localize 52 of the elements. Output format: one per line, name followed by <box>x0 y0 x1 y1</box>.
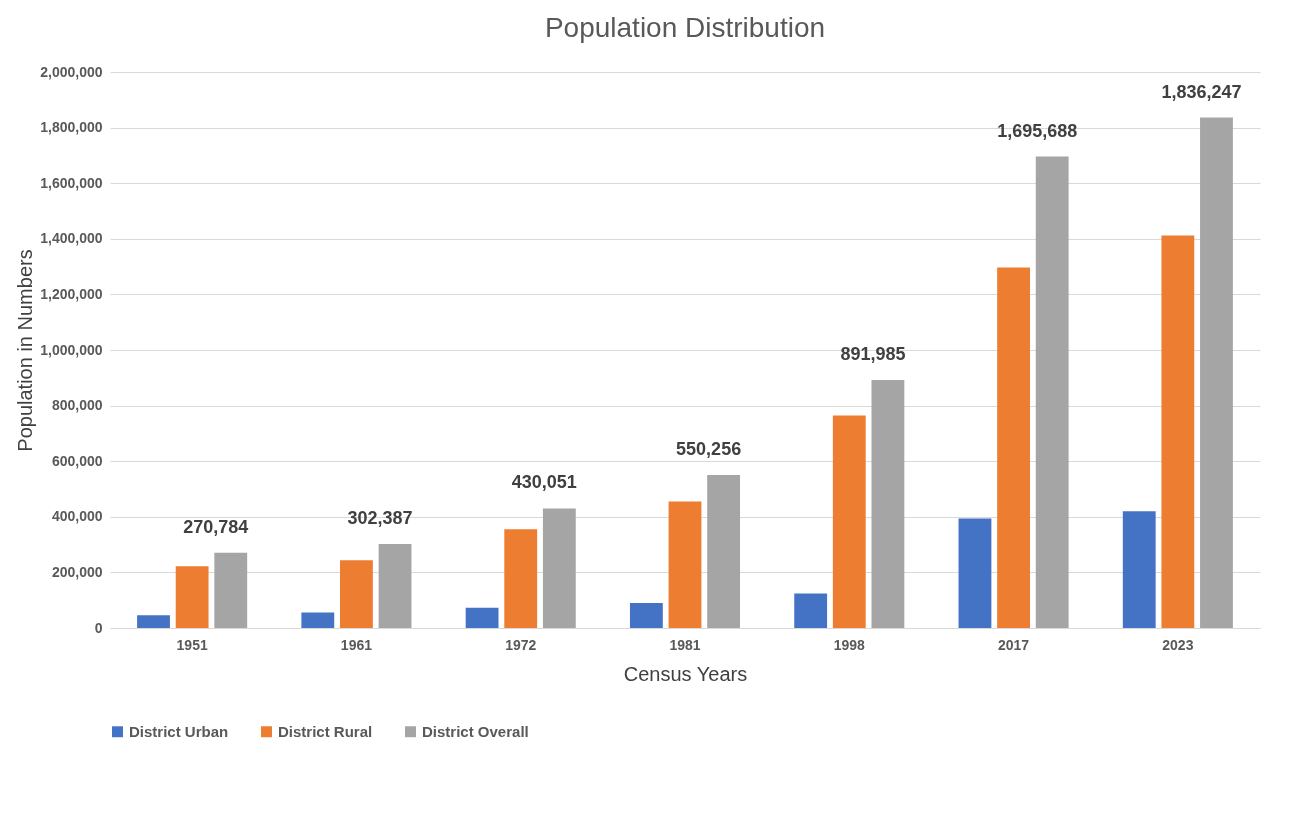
y-tick-label: 0 <box>94 619 103 636</box>
bar <box>378 543 412 628</box>
bar <box>958 518 992 628</box>
bar <box>629 602 663 628</box>
bar <box>1122 511 1156 628</box>
chart-title: Population Distribution <box>544 12 826 43</box>
legend-label: District Rural <box>278 722 373 740</box>
bar <box>1035 156 1069 628</box>
x-tick-label: 1981 <box>669 636 701 653</box>
bar <box>794 593 828 628</box>
bar <box>214 552 248 628</box>
data-label: 430,051 <box>511 472 577 493</box>
bar <box>997 267 1030 628</box>
y-tick-label: 1,400,000 <box>40 230 103 247</box>
x-axis-title: Census Years <box>623 662 748 685</box>
y-tick-label: 800,000 <box>51 397 103 414</box>
data-label: 891,985 <box>840 344 906 365</box>
y-tick-label: 600,000 <box>51 452 103 469</box>
data-label: 302,387 <box>347 507 413 528</box>
bar <box>832 415 866 628</box>
legend-label: District Overall <box>422 722 529 740</box>
x-tick-label: 1972 <box>505 636 537 653</box>
bar <box>301 612 335 628</box>
x-tick-label: 1998 <box>833 636 866 653</box>
bar <box>542 508 576 628</box>
bar <box>1161 235 1195 628</box>
y-tick-label: 1,200,000 <box>40 285 103 302</box>
y-tick-label: 1,000,000 <box>40 341 103 358</box>
bar <box>1200 117 1233 628</box>
y-tick-label: 200,000 <box>51 563 103 580</box>
y-tick-label: 400,000 <box>51 508 103 525</box>
legend-label: District Urban <box>129 722 229 740</box>
data-label: 1,836,247 <box>1161 81 1242 102</box>
bar <box>871 380 905 628</box>
data-label: 1,695,688 <box>997 120 1078 141</box>
x-tick-label: 2023 <box>1162 636 1194 653</box>
bar <box>175 566 209 628</box>
y-tick-label: 1,800,000 <box>40 119 103 136</box>
x-tick-label: 1961 <box>340 636 373 653</box>
x-tick-label: 1951 <box>176 636 208 653</box>
bar <box>707 475 741 628</box>
y-tick-label: 2,000,000 <box>40 63 103 80</box>
bar <box>137 615 170 628</box>
bar <box>668 501 702 628</box>
y-tick-label: 1,600,000 <box>40 174 103 191</box>
data-label: 270,784 <box>183 516 249 537</box>
bar <box>340 560 373 628</box>
bar <box>504 529 538 628</box>
y-axis-title: Population in Numbers <box>14 249 37 452</box>
bar <box>465 607 499 628</box>
data-label: 550,256 <box>676 439 742 460</box>
x-tick-label: 2017 <box>997 636 1030 653</box>
